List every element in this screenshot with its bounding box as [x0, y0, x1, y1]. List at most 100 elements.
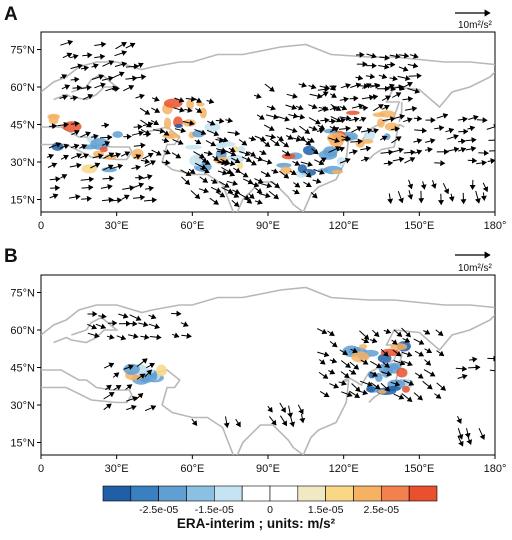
vector-arrow: [216, 159, 227, 166]
vector-arrow: [238, 139, 248, 146]
vector-arrow: [131, 130, 144, 137]
vector-arrow: [401, 393, 413, 402]
vector-arrow: [199, 156, 208, 163]
vector-arrow: [413, 392, 423, 401]
vector-arrow: [351, 383, 361, 392]
shade-blob-1-7: [174, 123, 183, 128]
shade-blob-1-1: [163, 117, 172, 130]
vector-arrow: [276, 135, 284, 142]
vector-arrow: [191, 418, 198, 426]
vector-arrow: [95, 323, 107, 330]
vector-arrow: [316, 91, 329, 99]
x-tick-label: 120°E: [329, 220, 359, 232]
vector-arrow: [210, 186, 222, 193]
panel-a-reference-vector: 10m²/s²: [455, 9, 493, 31]
shade-blob-0-4: [51, 142, 64, 151]
vector-arrow: [260, 171, 271, 177]
vector-arrow: [70, 63, 83, 70]
vector-arrow: [269, 416, 277, 426]
vector-arrow: [387, 193, 394, 204]
vector-arrow: [227, 130, 241, 137]
vector-arrow: [181, 332, 192, 339]
vector-arrow: [136, 358, 148, 367]
vector-arrow: [329, 341, 338, 348]
colorbar-tick-label: 1.5e-05: [308, 504, 344, 516]
vector-arrow: [190, 190, 201, 200]
vector-arrow: [360, 145, 372, 152]
vector-arrow: [118, 312, 129, 319]
shade-blob-1-10: [199, 107, 207, 119]
vector-arrow: [216, 147, 227, 154]
vector-arrow: [226, 180, 238, 186]
vector-arrow: [404, 157, 416, 164]
colorbar-segment: [186, 485, 215, 502]
vector-arrow: [370, 94, 379, 100]
vector-arrow: [146, 362, 155, 369]
vector-arrow: [360, 359, 369, 365]
vector-arrow: [279, 402, 286, 413]
vector-arrow: [327, 330, 335, 337]
vector-arrow: [228, 146, 236, 153]
vector-arrow: [413, 115, 423, 122]
vector-arrow: [340, 83, 351, 89]
vector-arrow: [366, 52, 377, 59]
vector-arrow: [265, 133, 276, 140]
vector-arrow: [318, 359, 326, 365]
vector-arrow: [403, 117, 413, 123]
vector-arrow: [184, 107, 193, 114]
vector-arrow: [307, 137, 315, 143]
shade-blob-3-9: [346, 110, 360, 116]
vector-arrow: [466, 437, 473, 445]
x-tick-label: 60°E: [180, 220, 204, 232]
vector-arrow: [57, 121, 69, 128]
vector-arrow: [134, 392, 144, 401]
vector-arrow: [292, 160, 301, 166]
vector-arrow: [79, 144, 88, 150]
vector-arrow: [308, 117, 321, 125]
vector-arrow: [94, 82, 106, 89]
vector-arrow: [143, 197, 157, 204]
vector-arrow: [140, 128, 151, 136]
vector-arrow: [482, 182, 489, 192]
vector-arrow: [465, 137, 477, 144]
vector-arrow: [318, 371, 329, 379]
vector-arrow: [319, 157, 327, 163]
vector-arrow: [279, 170, 290, 179]
vector-arrow: [87, 332, 100, 339]
vector-arrow: [468, 364, 481, 371]
vector-arrow: [102, 175, 115, 182]
vector-arrow: [337, 146, 345, 153]
vector-arrow: [91, 63, 99, 69]
colorbar-tick-label: -2.5e-05: [139, 504, 178, 516]
vector-arrow: [210, 178, 218, 184]
colorbar-caption: ERA-interim ; units: m/s²: [177, 516, 336, 531]
vector-arrow: [221, 186, 234, 194]
vector-arrow: [423, 329, 431, 335]
vector-arrow: [49, 123, 58, 130]
vector-arrow: [140, 119, 152, 128]
vector-arrow: [242, 178, 254, 185]
vector-arrow: [414, 127, 427, 134]
vector-arrow: [469, 356, 478, 363]
vector-arrow: [285, 127, 298, 134]
vector-arrow: [46, 153, 54, 160]
vector-arrow: [293, 182, 301, 188]
shade-blob-0-12: [351, 351, 370, 363]
vector-arrow: [424, 359, 432, 366]
vector-arrow: [476, 117, 488, 124]
vector-arrow: [285, 134, 294, 140]
vector-arrow: [239, 150, 251, 157]
vector-arrow: [266, 104, 276, 111]
vector-arrow: [218, 181, 230, 188]
vector-arrow: [299, 125, 311, 135]
shade-blob-0-8: [99, 146, 108, 153]
x-tick-label: 0: [38, 220, 44, 232]
vector-arrow: [69, 162, 82, 169]
vector-arrow: [369, 371, 378, 377]
vector-arrow: [339, 96, 349, 103]
vector-arrow: [131, 182, 145, 189]
vector-arrow: [148, 313, 157, 320]
vector-arrow: [330, 126, 340, 133]
vector-arrow: [110, 197, 123, 204]
vector-arrow: [114, 61, 128, 68]
